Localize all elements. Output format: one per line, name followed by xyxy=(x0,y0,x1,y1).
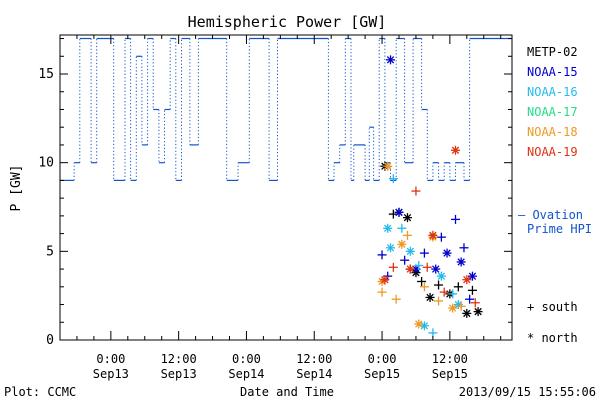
x-tick-label-time: 0:00 xyxy=(368,352,397,366)
south-point-noaa-15 xyxy=(465,294,475,304)
x-axis-label: Date and Time xyxy=(240,385,334,399)
legend-ovation-label: Prime HPI xyxy=(527,222,592,236)
ovation-line-layer xyxy=(60,37,512,181)
south-point-noaa-18 xyxy=(391,294,401,304)
x-tick-label-date: Sep15 xyxy=(364,367,400,381)
north-point-noaa-15 xyxy=(456,257,466,267)
legend-entry-noaa-15: NOAA-15 xyxy=(527,65,578,79)
plot-timestamp: 2013/09/15 15:55:06 xyxy=(459,385,596,399)
south-point-noaa-18 xyxy=(456,301,466,311)
north-point-noaa-15 xyxy=(431,264,441,274)
south-point-noaa-15 xyxy=(436,232,446,242)
legend: METP-02 NOAA-15 NOAA-16 NOAA-17 NOAA-18 NOAA-… xyxy=(518,45,592,345)
north-point-noaa-18 xyxy=(397,239,407,249)
legend-entry-noaa-18: NOAA-18 xyxy=(527,125,578,139)
x-tick-label-date: Sep15 xyxy=(432,367,468,381)
south-point-noaa-16 xyxy=(414,261,424,271)
y-tick-label: 15 xyxy=(38,67,54,82)
south-point-noaa-18 xyxy=(402,230,412,240)
x-tick-label-time: 0:00 xyxy=(232,352,261,366)
y-tick-label: 0 xyxy=(46,333,54,348)
south-point-metp-02 xyxy=(434,280,444,290)
legend-ovation-label: — Ovation xyxy=(518,208,583,222)
south-point-noaa-16 xyxy=(397,223,407,233)
marker-legend-north: * north xyxy=(527,331,578,345)
north-point-noaa-18 xyxy=(383,161,393,171)
north-point-noaa-16 xyxy=(405,246,415,256)
south-point-noaa-19 xyxy=(470,298,480,308)
south-point-noaa-15 xyxy=(451,214,460,224)
y-tick-label: 10 xyxy=(38,156,54,171)
north-point-noaa-15 xyxy=(442,248,452,258)
south-point-noaa-15 xyxy=(377,250,387,260)
south-point-noaa-16 xyxy=(448,289,458,299)
x-tick-label-date: Sep13 xyxy=(93,367,129,381)
north-point-noaa-19 xyxy=(380,275,390,285)
south-point-noaa-15 xyxy=(459,243,469,253)
legend-entry-noaa-17: NOAA-17 xyxy=(527,105,578,119)
north-point-metp-02 xyxy=(473,307,483,317)
legend-entry-noaa-16: NOAA-16 xyxy=(527,85,578,99)
north-point-noaa-16 xyxy=(386,243,396,253)
south-point-noaa-16 xyxy=(388,174,398,184)
x-tick-label-date: Sep13 xyxy=(161,367,197,381)
south-point-noaa-19 xyxy=(422,262,432,272)
south-point-metp-02 xyxy=(453,282,463,292)
south-point-metp-02 xyxy=(417,276,427,286)
north-point-noaa-16 xyxy=(383,223,393,233)
plot-frame xyxy=(59,34,513,341)
legend-entry-metp-02: METP-02 xyxy=(527,45,578,59)
north-point-noaa-18 xyxy=(414,319,424,329)
south-point-noaa-19 xyxy=(439,287,449,297)
x-tick-label-date: Sep14 xyxy=(228,367,264,381)
x-tick-label-time: 12:00 xyxy=(432,352,468,366)
x-tick-label-time: 12:00 xyxy=(296,352,332,366)
south-point-noaa-16 xyxy=(428,328,438,338)
south-point-noaa-19 xyxy=(388,262,398,272)
north-point-noaa-16 xyxy=(436,271,446,281)
x-tick-label-time: 0:00 xyxy=(96,352,125,366)
legend-entry-noaa-19: NOAA-19 xyxy=(527,145,578,159)
plot-credit: Plot: CCMC xyxy=(4,385,76,399)
south-point-noaa-15 xyxy=(400,255,410,265)
x-tick-label-time: 12:00 xyxy=(161,352,197,366)
axes-layer: 0510150:00Sep1312:00Sep130:00Sep1412:00S… xyxy=(38,34,513,381)
south-point-noaa-15 xyxy=(419,248,429,258)
north-point-noaa-18 xyxy=(448,303,458,313)
south-point-noaa-18 xyxy=(377,287,387,297)
x-tick-label-date: Sep14 xyxy=(296,367,332,381)
north-point-noaa-19 xyxy=(428,230,438,240)
north-point-noaa-19 xyxy=(451,145,460,155)
y-tick-label: 5 xyxy=(46,244,54,259)
chart-title: Hemispheric Power [GW] xyxy=(188,13,387,31)
north-point-noaa-19 xyxy=(405,264,415,274)
south-point-noaa-19 xyxy=(411,186,421,196)
north-point-metp-02 xyxy=(462,308,472,318)
north-point-metp-02 xyxy=(402,213,412,223)
south-point-noaa-18 xyxy=(434,296,444,306)
satellite-points-layer xyxy=(377,55,483,338)
north-point-metp-02 xyxy=(425,292,435,302)
south-point-metp-02 xyxy=(467,285,477,295)
marker-legend-south: + south xyxy=(527,300,578,314)
north-point-noaa-15 xyxy=(394,207,404,217)
north-point-noaa-19 xyxy=(462,275,472,285)
south-point-noaa-18 xyxy=(419,282,429,292)
y-axis-label: P [GW] xyxy=(9,165,24,212)
north-point-noaa-15 xyxy=(386,55,396,65)
